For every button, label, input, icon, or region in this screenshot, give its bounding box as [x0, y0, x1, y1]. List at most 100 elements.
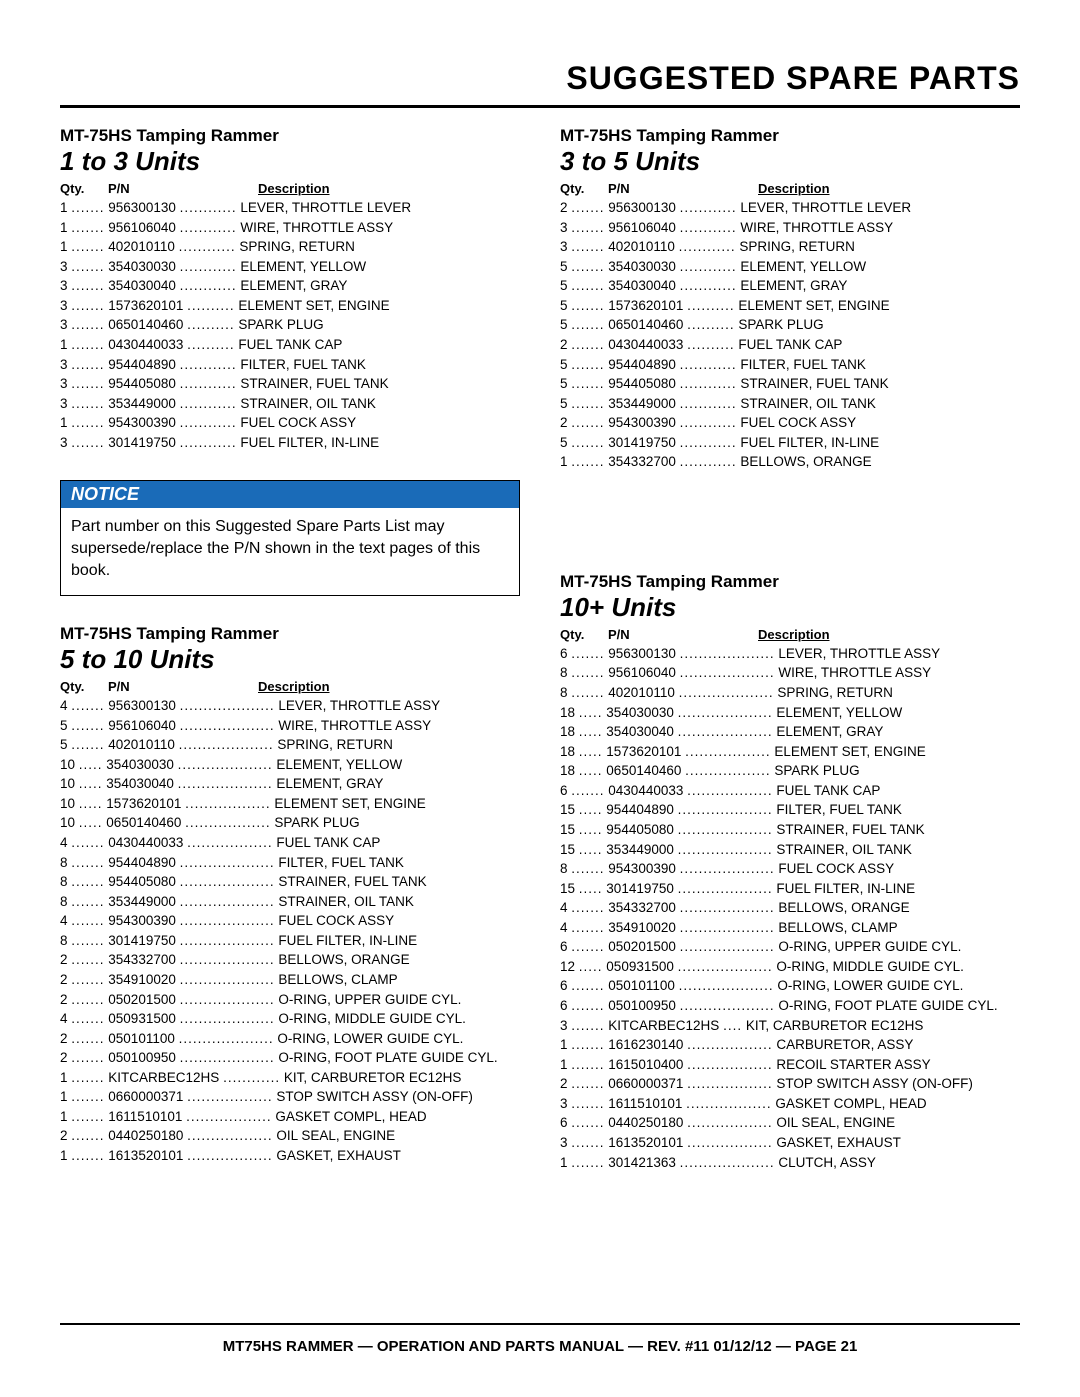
- notice-label: NOTICE: [61, 481, 519, 508]
- units-range: 1 to 3 Units: [60, 146, 520, 177]
- list-header: Qty.P/NDescription: [60, 181, 520, 196]
- parts-list-3: 4 ....... 956300130 ....................…: [60, 696, 520, 1166]
- parts-row: 2 ....... 354332700 ....................…: [60, 950, 520, 970]
- parts-row: 8 ....... 956106040 ....................…: [560, 663, 1020, 683]
- title-rule: [60, 105, 1020, 108]
- parts-row: 8 ....... 954404890 ....................…: [60, 853, 520, 873]
- parts-row: 3 ....... 301419750 ............ FUEL FI…: [60, 433, 520, 453]
- parts-row: 3 ....... 353449000 ............ STRAINE…: [60, 394, 520, 414]
- parts-row: 1 ....... 402010110 ............ SPRING,…: [60, 237, 520, 257]
- parts-row: 6 ....... 0430440033 .................. …: [560, 781, 1020, 801]
- parts-row: 6 ....... 956300130 ....................…: [560, 644, 1020, 664]
- parts-row: 3 ....... KITCARBEC12HS .... KIT, CARBUR…: [560, 1016, 1020, 1036]
- parts-row: 6 ....... 050100950 ....................…: [560, 996, 1020, 1016]
- parts-row: 1 ....... 354332700 ............ BELLOWS…: [560, 452, 1020, 472]
- parts-row: 5 ....... 956106040 ....................…: [60, 716, 520, 736]
- section-1-header: MT-75HS Tamping Rammer 1 to 3 Units: [60, 126, 520, 177]
- parts-row: 3 ....... 1611510101 .................. …: [560, 1094, 1020, 1114]
- parts-row: 5 ....... 354030030 ............ ELEMENT…: [560, 257, 1020, 277]
- parts-row: 1 ....... 0430440033 .......... FUEL TAN…: [60, 335, 520, 355]
- model-name: MT-75HS Tamping Rammer: [60, 624, 520, 644]
- units-range: 5 to 10 Units: [60, 644, 520, 675]
- parts-row: 6 ....... 0440250180 .................. …: [560, 1113, 1020, 1133]
- parts-list-2: 2 ....... 956300130 ............ LEVER, …: [560, 198, 1020, 472]
- right-column: MT-75HS Tamping Rammer 3 to 5 Units Qty.…: [560, 126, 1020, 1172]
- parts-row: 1 ....... 1613520101 .................. …: [60, 1146, 520, 1166]
- parts-row: 4 ....... 954300390 ....................…: [60, 911, 520, 931]
- parts-row: 6 ....... 050201500 ....................…: [560, 937, 1020, 957]
- model-name: MT-75HS Tamping Rammer: [560, 126, 1020, 146]
- parts-row: 3 ....... 0650140460 .......... SPARK PL…: [60, 315, 520, 335]
- parts-row: 2 ....... 0430440033 .......... FUEL TAN…: [560, 335, 1020, 355]
- parts-row: 1 ....... 0660000371 .................. …: [60, 1087, 520, 1107]
- page-title: SUGGESTED SPARE PARTS: [60, 60, 1020, 105]
- parts-row: 2 ....... 0660000371 .................. …: [560, 1074, 1020, 1094]
- parts-row: 5 ....... 402010110 ....................…: [60, 735, 520, 755]
- list-header: Qty.P/NDescription: [560, 627, 1020, 642]
- parts-row: 15 ..... 954404890 .................... …: [560, 800, 1020, 820]
- parts-row: 1 ....... 1615010400 .................. …: [560, 1055, 1020, 1075]
- parts-row: 18 ..... 354030040 .................... …: [560, 722, 1020, 742]
- parts-row: 1 ....... 1611510101 .................. …: [60, 1107, 520, 1127]
- parts-list-4: 6 ....... 956300130 ....................…: [560, 644, 1020, 1172]
- notice-box: NOTICE Part number on this Suggested Spa…: [60, 480, 520, 596]
- parts-row: 3 ....... 954405080 ............ STRAINE…: [60, 374, 520, 394]
- parts-row: 8 ....... 954405080 ....................…: [60, 872, 520, 892]
- parts-row: 10 ..... 354030040 .................... …: [60, 774, 520, 794]
- parts-row: 18 ..... 354030030 .................... …: [560, 703, 1020, 723]
- model-name: MT-75HS Tamping Rammer: [560, 572, 1020, 592]
- parts-row: 4 ....... 0430440033 .................. …: [60, 833, 520, 853]
- parts-list-1: 1 ....... 956300130 ............ LEVER, …: [60, 198, 520, 452]
- parts-row: 5 ....... 954405080 ............ STRAINE…: [560, 374, 1020, 394]
- parts-row: 2 ....... 954300390 ............ FUEL CO…: [560, 413, 1020, 433]
- parts-row: 5 ....... 354030040 ............ ELEMENT…: [560, 276, 1020, 296]
- footer-rule: [60, 1323, 1020, 1325]
- section-3-header: MT-75HS Tamping Rammer 5 to 10 Units: [60, 624, 520, 675]
- units-range: 3 to 5 Units: [560, 146, 1020, 177]
- parts-row: 8 ....... 301419750 ....................…: [60, 931, 520, 951]
- parts-row: 3 ....... 354030030 ............ ELEMENT…: [60, 257, 520, 277]
- parts-row: 10 ..... 1573620101 .................. E…: [60, 794, 520, 814]
- parts-row: 18 ..... 0650140460 .................. S…: [560, 761, 1020, 781]
- parts-row: 12 ..... 050931500 .................... …: [560, 957, 1020, 977]
- parts-row: 4 ....... 354910020 ....................…: [560, 918, 1020, 938]
- parts-row: 10 ..... 354030030 .................... …: [60, 755, 520, 775]
- section-2-header: MT-75HS Tamping Rammer 3 to 5 Units: [560, 126, 1020, 177]
- parts-row: 1 ....... 954300390 ............ FUEL CO…: [60, 413, 520, 433]
- parts-row: 1 ....... 301421363 ....................…: [560, 1153, 1020, 1173]
- parts-row: 3 ....... 954404890 ............ FILTER,…: [60, 355, 520, 375]
- parts-row: 5 ....... 301419750 ............ FUEL FI…: [560, 433, 1020, 453]
- parts-row: 15 ..... 954405080 .................... …: [560, 820, 1020, 840]
- parts-row: 1 ....... KITCARBEC12HS ............ KIT…: [60, 1068, 520, 1088]
- parts-row: 15 ..... 301419750 .................... …: [560, 879, 1020, 899]
- list-header: Qty.P/NDescription: [560, 181, 1020, 196]
- parts-row: 3 ....... 1613520101 .................. …: [560, 1133, 1020, 1153]
- parts-row: 2 ....... 956300130 ............ LEVER, …: [560, 198, 1020, 218]
- parts-row: 2 ....... 050201500 ....................…: [60, 990, 520, 1010]
- parts-row: 5 ....... 1573620101 .......... ELEMENT …: [560, 296, 1020, 316]
- parts-row: 5 ....... 353449000 ............ STRAINE…: [560, 394, 1020, 414]
- parts-row: 8 ....... 402010110 ....................…: [560, 683, 1020, 703]
- parts-row: 2 ....... 0440250180 .................. …: [60, 1126, 520, 1146]
- parts-row: 5 ....... 954404890 ............ FILTER,…: [560, 355, 1020, 375]
- parts-row: 8 ....... 954300390 ....................…: [560, 859, 1020, 879]
- notice-text: Part number on this Suggested Spare Part…: [61, 508, 519, 595]
- parts-row: 5 ....... 0650140460 .......... SPARK PL…: [560, 315, 1020, 335]
- parts-row: 3 ....... 402010110 ............ SPRING,…: [560, 237, 1020, 257]
- parts-row: 1 ....... 956300130 ............ LEVER, …: [60, 198, 520, 218]
- model-name: MT-75HS Tamping Rammer: [60, 126, 520, 146]
- list-header: Qty.P/NDescription: [60, 679, 520, 694]
- footer-text: MT75HS RAMMER — OPERATION AND PARTS MANU…: [0, 1338, 1080, 1355]
- parts-row: 8 ....... 353449000 ....................…: [60, 892, 520, 912]
- parts-row: 3 ....... 354030040 ............ ELEMENT…: [60, 276, 520, 296]
- parts-row: 4 ....... 050931500 ....................…: [60, 1009, 520, 1029]
- parts-row: 2 ....... 354910020 ....................…: [60, 970, 520, 990]
- parts-row: 3 ....... 1573620101 .......... ELEMENT …: [60, 296, 520, 316]
- parts-row: 1 ....... 1616230140 .................. …: [560, 1035, 1020, 1055]
- parts-row: 2 ....... 050100950 ....................…: [60, 1048, 520, 1068]
- parts-row: 3 ....... 956106040 ............ WIRE, T…: [560, 218, 1020, 238]
- parts-row: 18 ..... 1573620101 .................. E…: [560, 742, 1020, 762]
- parts-row: 1 ....... 956106040 ............ WIRE, T…: [60, 218, 520, 238]
- parts-row: 6 ....... 050101100 ....................…: [560, 976, 1020, 996]
- parts-row: 4 ....... 956300130 ....................…: [60, 696, 520, 716]
